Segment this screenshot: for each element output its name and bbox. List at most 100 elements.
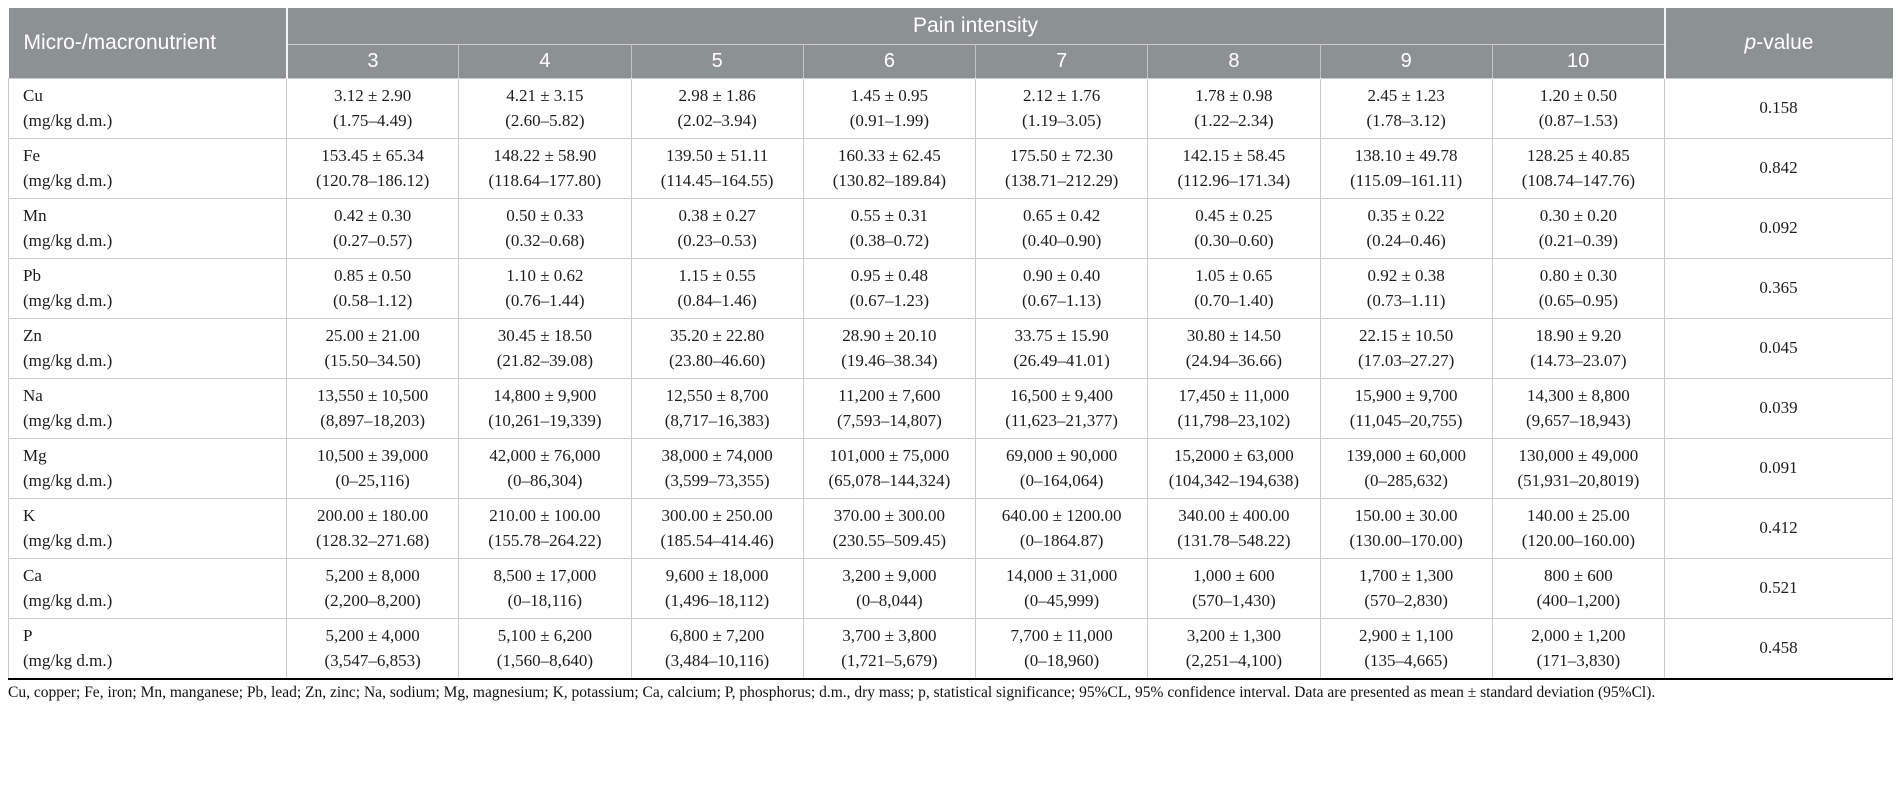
mean-sd-value: 160.33 ± 62.45 — [837, 145, 941, 165]
confidence-interval: (0.76–1.44) — [505, 291, 585, 310]
value-cell: 38,000 ± 74,000 (3,599–73,355) — [630, 437, 804, 499]
confidence-interval: (21.82–39.08) — [496, 351, 594, 370]
mean-sd-value: 15,2000 ± 63,000 — [1173, 445, 1294, 465]
confidence-interval: (230.55–509.45) — [832, 531, 947, 550]
p-value-cell: 0.365 — [1664, 257, 1893, 319]
value-cell: 14,800 ± 9,900 (10,261–19,339) — [458, 377, 632, 439]
mean-sd-value: 22.15 ± 10.50 — [1358, 325, 1454, 345]
value-cell: 0.95 ± 0.48 (0.67–1.23) — [802, 257, 977, 319]
mean-sd-value: 33.75 ± 15.90 — [1014, 325, 1109, 345]
nutrient-symbol: Na — [23, 385, 43, 405]
value-cell: 25.00 ± 21.00 (15.50–34.50) — [285, 317, 460, 379]
value-cell: 15,2000 ± 63,000 (104,342–194,638) — [1147, 437, 1321, 499]
confidence-interval: (0.27–0.57) — [332, 231, 413, 250]
value-cell: 2.12 ± 1.76 (1.19–3.05) — [974, 77, 1149, 139]
confidence-interval: (0–18,960) — [1024, 651, 1100, 670]
value-cell: 1.15 ± 0.55 (0.84–1.46) — [630, 257, 804, 319]
table-row: Pb (mg/kg d.m.) 0.85 ± 0.50 (0.58–1.12) 1.10… — [8, 257, 1893, 319]
pain-level-header: 9 — [1319, 43, 1493, 78]
mean-sd-value: 128.25 ± 40.85 — [1526, 145, 1630, 165]
nutrient-unit: (mg/kg d.m.) — [23, 351, 113, 370]
nutrient-symbol: Mn — [23, 205, 47, 225]
nutrient-symbol: Ca — [23, 565, 42, 585]
confidence-interval: (2,200–8,200) — [324, 591, 421, 610]
confidence-interval: (135–4,665) — [1364, 651, 1448, 670]
confidence-interval: (130.82–189.84) — [832, 171, 947, 190]
value-cell: 18.90 ± 9.20 (14.73–23.07) — [1491, 317, 1666, 379]
pain-level-header: 4 — [458, 43, 631, 78]
table-row: Fe (mg/kg d.m.) 153.45 ± 65.34 (120.78–186.… — [8, 137, 1893, 199]
value-cell: 1,000 ± 600 (570–1,430) — [1147, 557, 1321, 619]
nutrient-symbol: Zn — [23, 325, 42, 345]
row-label: Pb (mg/kg d.m.) — [8, 257, 287, 319]
confidence-interval: (65,078–144,324) — [828, 471, 951, 490]
value-cell: 150.00 ± 30.00 (130.00–170.00) — [1319, 497, 1493, 559]
mean-sd-value: 150.00 ± 30.00 — [1354, 505, 1458, 525]
p-value-cell: 0.045 — [1664, 317, 1893, 379]
confidence-interval: (51,931–20,8019) — [1517, 471, 1640, 490]
row-label: Mn (mg/kg d.m.) — [8, 197, 287, 259]
mean-sd-value: 3,200 ± 9,000 — [842, 565, 937, 585]
mean-sd-value: 13,550 ± 10,500 — [316, 385, 429, 405]
mean-sd-value: 142.15 ± 58.45 — [1182, 145, 1286, 165]
column-header-nutrient: Micro-/macronutrient — [8, 8, 287, 78]
nutrient-unit: (mg/kg d.m.) — [23, 231, 113, 250]
value-cell: 300.00 ± 250.00 (185.54–414.46) — [630, 497, 804, 559]
confidence-interval: (115.09–161.11) — [1350, 171, 1463, 190]
mean-sd-value: 1.78 ± 0.98 — [1195, 85, 1273, 105]
confidence-interval: (3,484–10,116) — [665, 651, 770, 670]
mean-sd-value: 210.00 ± 100.00 — [489, 505, 601, 525]
table-row: Na (mg/kg d.m.) 13,550 ± 10,500 (8,897–18,2… — [8, 377, 1893, 439]
value-cell: 14,000 ± 31,000 (0–45,999) — [974, 557, 1149, 619]
value-cell: 0.35 ± 0.22 (0.24–0.46) — [1319, 197, 1493, 259]
mean-sd-value: 16,500 ± 9,400 — [1010, 385, 1114, 405]
mean-sd-value: 800 ± 600 — [1543, 565, 1613, 585]
value-cell: 140.00 ± 25.00 (120.00–160.00) — [1491, 497, 1666, 559]
confidence-interval: (0.65–0.95) — [1538, 291, 1619, 310]
confidence-interval: (2.02–3.94) — [677, 111, 757, 130]
value-cell: 6,800 ± 7,200 (3,484–10,116) — [630, 617, 804, 678]
confidence-interval: (108.74–147.76) — [1521, 171, 1636, 190]
table-row: P (mg/kg d.m.) 5,200 ± 4,000 (3,547–6,853) 5… — [8, 617, 1893, 678]
mean-sd-value: 2.12 ± 1.76 — [1022, 85, 1101, 105]
p-value-cell: 0.092 — [1664, 197, 1893, 259]
confidence-interval: (1,496–18,112) — [665, 591, 770, 610]
confidence-interval: (0.30–0.60) — [1194, 231, 1274, 250]
value-cell: 15,900 ± 9,700 (11,045–20,755) — [1319, 377, 1493, 439]
value-cell: 148.22 ± 58.90 (118.64–177.80) — [458, 137, 632, 199]
confidence-interval: (1.78–3.12) — [1366, 111, 1446, 130]
mean-sd-value: 0.38 ± 0.27 — [678, 205, 756, 225]
confidence-interval: (570–2,830) — [1364, 591, 1448, 610]
confidence-interval: (2.60–5.82) — [505, 111, 585, 130]
value-cell: 11,200 ± 7,600 (7,593–14,807) — [802, 377, 977, 439]
mean-sd-value: 28.90 ± 20.10 — [842, 325, 937, 345]
mean-sd-value: 0.55 ± 0.31 — [850, 205, 929, 225]
value-cell: 0.45 ± 0.25 (0.30–0.60) — [1147, 197, 1321, 259]
table-body: Cu (mg/kg d.m.) 3.12 ± 2.90 (1.75–4.49) 4.21… — [8, 77, 1893, 678]
row-label: Cu (mg/kg d.m.) — [8, 77, 287, 139]
confidence-interval: (0.67–1.23) — [849, 291, 930, 310]
mean-sd-value: 200.00 ± 180.00 — [316, 505, 429, 525]
confidence-interval: (1,721–5,679) — [841, 651, 938, 670]
value-cell: 42,000 ± 76,000 (0–86,304) — [458, 437, 632, 499]
confidence-interval: (0–25,116) — [335, 471, 410, 490]
row-label: P (mg/kg d.m.) — [8, 617, 287, 678]
nutrient-symbol: Cu — [23, 85, 43, 105]
value-cell: 0.65 ± 0.42 (0.40–0.90) — [974, 197, 1149, 259]
mean-sd-value: 2.98 ± 1.86 — [678, 85, 756, 105]
value-cell: 139.50 ± 51.11 (114.45–164.55) — [630, 137, 804, 199]
confidence-interval: (0.84–1.46) — [677, 291, 757, 310]
column-header-p-value: p-value — [1663, 8, 1893, 78]
confidence-interval: (0–18,116) — [507, 591, 583, 610]
mean-sd-value: 7,700 ± 11,000 — [1010, 625, 1113, 645]
mean-sd-value: 0.90 ± 0.40 — [1022, 265, 1101, 285]
value-cell: 800 ± 600 (400–1,200) — [1491, 557, 1666, 619]
confidence-interval: (185.54–414.46) — [660, 531, 774, 550]
mean-sd-value: 0.92 ± 0.38 — [1367, 265, 1445, 285]
nutrient-unit: (mg/kg d.m.) — [23, 471, 113, 490]
p-value-cell: 0.412 — [1664, 497, 1893, 559]
confidence-interval: (3,547–6,853) — [324, 651, 421, 670]
nutrient-unit: (mg/kg d.m.) — [23, 411, 113, 430]
confidence-interval: (138.71–212.29) — [1004, 171, 1119, 190]
mean-sd-value: 14,800 ± 9,900 — [493, 385, 597, 405]
